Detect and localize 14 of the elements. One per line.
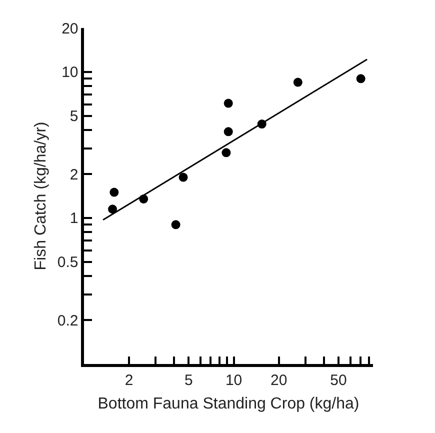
y-tick-label: 5 — [70, 108, 78, 126]
x-tick-label: 2 — [124, 372, 134, 389]
y-tick-label: 10 — [62, 64, 78, 82]
x-axis-title: Bottom Fauna Standing Crop (kg/ha) — [98, 395, 360, 412]
y-tick-label: 0.2 — [57, 312, 78, 330]
y-axis-title: Fish Catch (kg/ha/yr) — [32, 122, 50, 270]
x-tick-label: 10 — [225, 372, 242, 389]
y-tick-label: 0.5 — [57, 254, 78, 272]
x-tick-label: 20 — [270, 372, 288, 389]
y-tick-label: 20 — [62, 20, 78, 38]
y-tick-label: 2 — [70, 166, 78, 184]
x-tick-label: 5 — [184, 372, 193, 389]
x-tick-label: 50 — [330, 372, 347, 389]
y-tick-label: 1 — [70, 210, 78, 228]
